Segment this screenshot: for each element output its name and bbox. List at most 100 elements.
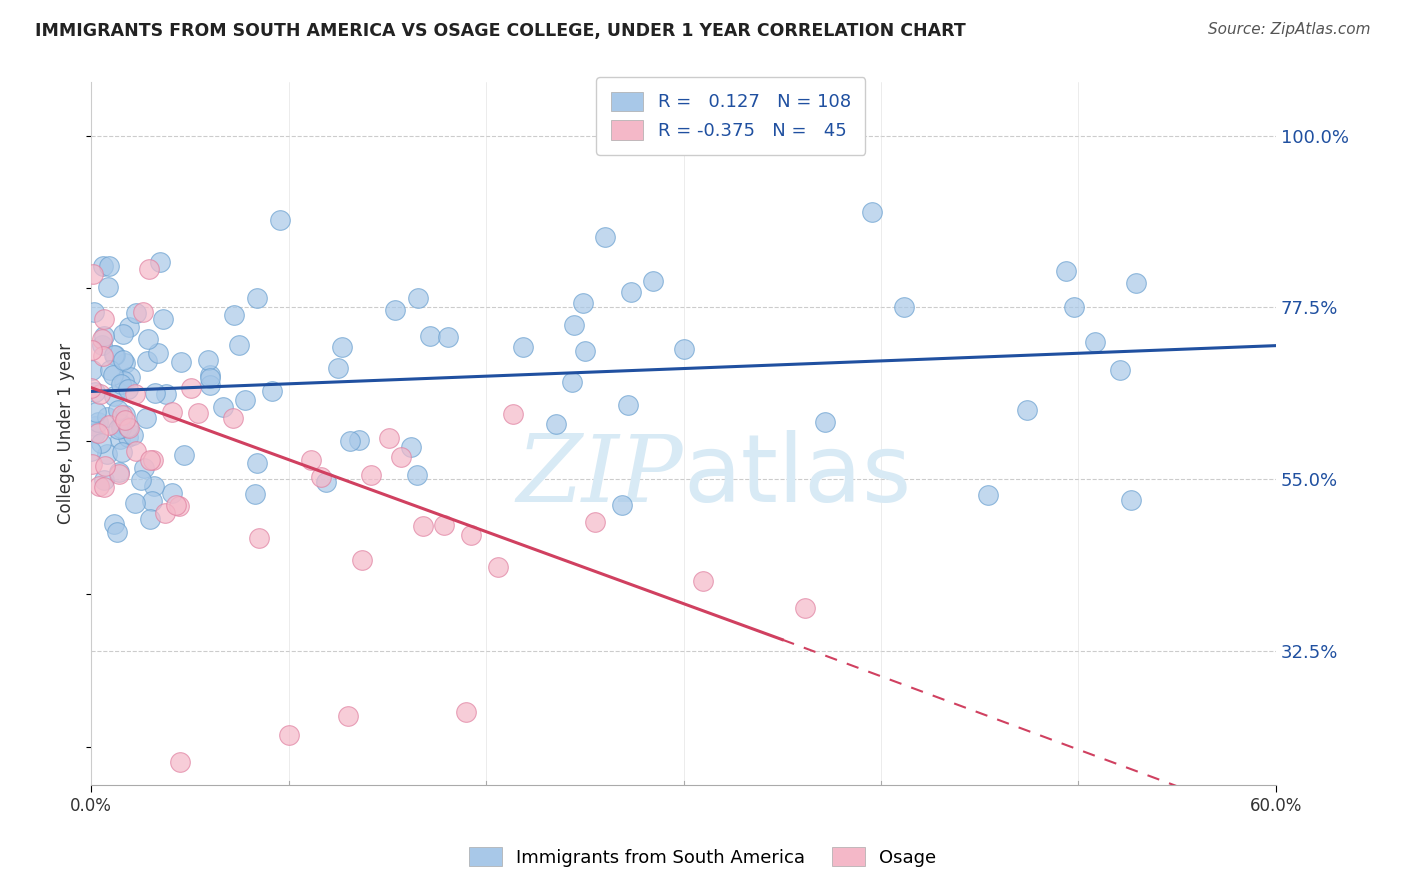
Point (84, 405, 107, 419)
Point (120, 369, 142, 384)
Point (98, 363, 121, 377)
Point (103, 348, 125, 362)
Point (170, 354, 193, 368)
Point (80, 444, 103, 458)
Point (107, 524, 129, 539)
Point (135, 410, 157, 425)
Point (572, 295, 595, 310)
Point (94, 459, 117, 474)
Point (82, 362, 104, 376)
Point (87, 415, 110, 429)
Point (97, 280, 120, 294)
Point (384, 303, 406, 318)
Point (93, 329, 115, 343)
Point (107, 422, 129, 436)
Point (349, 433, 371, 447)
Point (101, 368, 124, 383)
Point (82, 267, 104, 281)
Point (436, 330, 458, 344)
Point (672, 342, 695, 356)
Point (228, 337, 250, 351)
Point (502, 407, 524, 421)
Point (90, 435, 112, 450)
Point (315, 475, 337, 489)
Point (139, 512, 162, 526)
Point (311, 469, 333, 483)
Point (692, 574, 714, 588)
Point (111, 444, 134, 458)
Point (198, 378, 221, 392)
Point (80, 381, 103, 395)
Point (143, 386, 166, 401)
Point (893, 300, 915, 314)
Point (142, 479, 165, 493)
Point (328, 360, 350, 375)
Point (246, 291, 269, 305)
Point (155, 387, 177, 401)
Point (118, 420, 141, 434)
Point (125, 306, 148, 320)
Point (125, 443, 148, 458)
Point (93, 481, 115, 495)
Point (89, 386, 111, 401)
Point (173, 448, 195, 462)
Point (247, 531, 270, 545)
Text: Source: ZipAtlas.com: Source: ZipAtlas.com (1208, 22, 1371, 37)
Point (118, 320, 141, 334)
Point (117, 420, 139, 434)
Point (419, 329, 441, 343)
Point (93, 311, 115, 326)
Point (399, 440, 422, 454)
Point (378, 432, 401, 446)
Point (260, 384, 283, 398)
Point (107, 465, 129, 479)
Point (129, 473, 152, 487)
Y-axis label: College, Under 1 year: College, Under 1 year (58, 343, 75, 524)
Point (574, 343, 596, 358)
Point (114, 408, 136, 422)
Point (132, 460, 155, 475)
Point (612, 499, 634, 513)
Point (110, 421, 132, 435)
Point (136, 332, 159, 346)
Point (96, 446, 118, 460)
Point (169, 755, 191, 769)
Point (1084, 334, 1107, 349)
Point (595, 229, 617, 244)
Point (117, 382, 139, 396)
Point (87, 426, 110, 441)
Point (152, 311, 174, 326)
Point (114, 356, 136, 370)
Text: IMMIGRANTS FROM SOUTH AMERICA VS OSAGE COLLEGE, UNDER 1 YEAR CORRELATION CHART: IMMIGRANTS FROM SOUTH AMERICA VS OSAGE C… (35, 22, 966, 40)
Point (860, 204, 883, 219)
Point (180, 381, 202, 395)
Point (146, 346, 169, 360)
Point (165, 499, 187, 513)
Point (110, 417, 132, 431)
Point (108, 467, 131, 482)
Point (1125, 276, 1147, 290)
Point (93, 474, 115, 488)
Point (197, 352, 219, 367)
Point (562, 318, 585, 332)
Point (1063, 300, 1085, 314)
Point (224, 308, 246, 322)
Point (82, 343, 104, 358)
Point (117, 430, 139, 444)
Point (187, 406, 209, 420)
Point (114, 412, 136, 426)
Point (406, 467, 429, 482)
Point (1054, 264, 1077, 278)
Point (813, 415, 835, 429)
Point (976, 488, 998, 502)
Point (104, 348, 127, 362)
Point (124, 496, 146, 510)
Point (561, 376, 583, 390)
Point (160, 486, 183, 500)
Point (793, 600, 815, 615)
Point (408, 291, 430, 305)
Point (233, 392, 256, 407)
Point (111, 353, 134, 368)
Point (1017, 402, 1039, 417)
Point (149, 255, 172, 269)
